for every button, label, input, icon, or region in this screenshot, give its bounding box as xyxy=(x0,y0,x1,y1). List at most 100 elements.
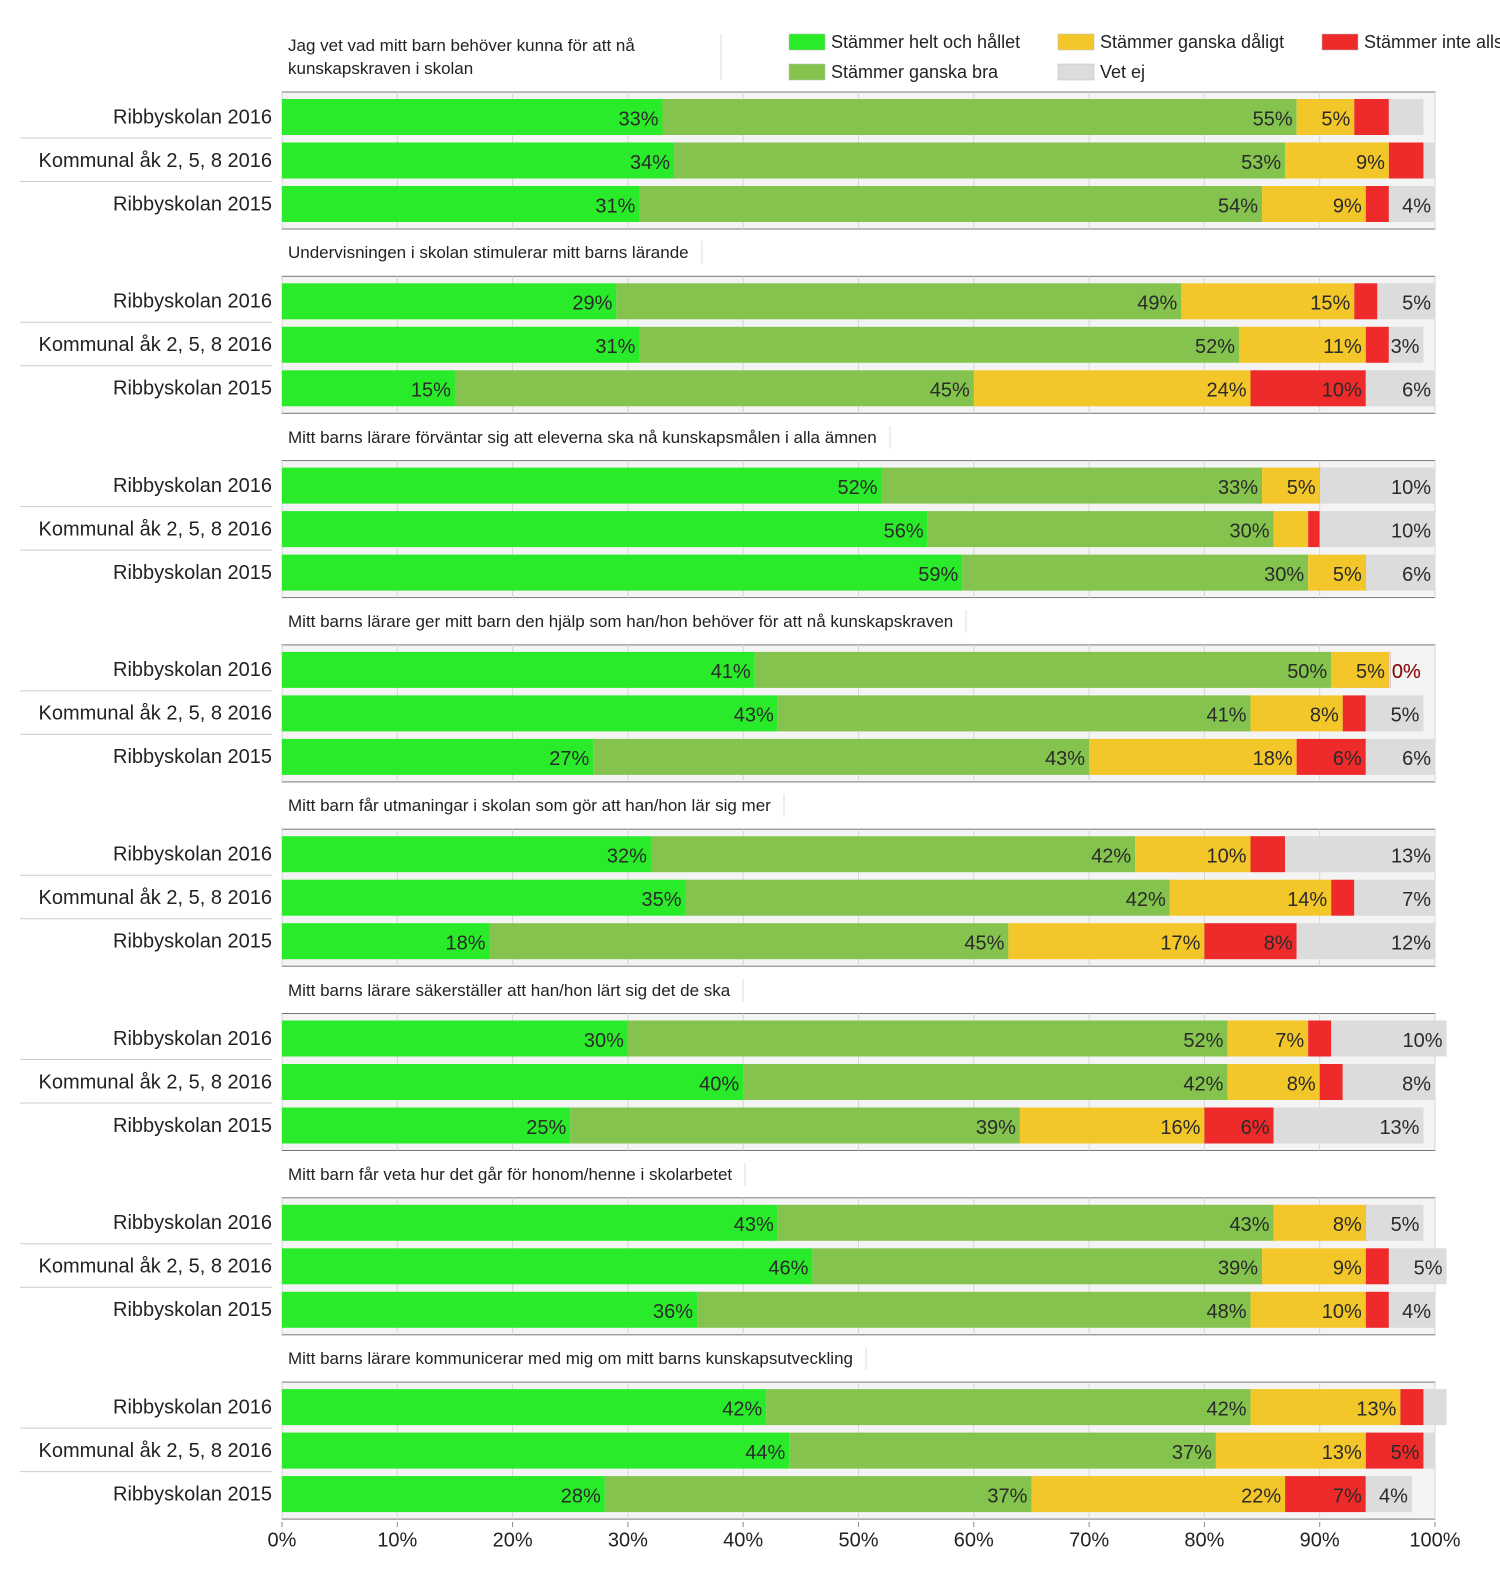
value-label: 10% xyxy=(1322,1301,1362,1323)
bar-segment xyxy=(1250,836,1286,873)
row-label: Kommunal åk 2, 5, 8 2016 xyxy=(39,518,272,540)
value-label: 15% xyxy=(411,380,451,402)
bar-segment xyxy=(282,370,455,407)
bar-segment xyxy=(1365,326,1389,363)
bar-segment xyxy=(1250,370,1366,407)
value-label: 18% xyxy=(446,932,486,954)
bar-segment xyxy=(1031,1476,1286,1513)
bar-segment xyxy=(1365,370,1435,407)
bar-segment xyxy=(1388,99,1424,135)
value-label: 11% xyxy=(1323,336,1362,358)
value-label: 40% xyxy=(699,1073,739,1095)
value-label: 31% xyxy=(595,195,635,217)
value-label: 41% xyxy=(711,661,751,683)
bar-segment xyxy=(282,283,617,320)
value-label: 13% xyxy=(1356,1398,1396,1420)
bar-segment xyxy=(1423,1389,1447,1426)
value-label: 52% xyxy=(838,477,878,499)
bar-segment xyxy=(1377,283,1435,320)
value-label: 10% xyxy=(1391,520,1431,542)
legend-swatch xyxy=(1057,63,1095,81)
bar-segment xyxy=(1365,1248,1389,1285)
legend-swatch xyxy=(788,33,826,51)
value-label: 5% xyxy=(1391,1214,1420,1236)
panel-title: Mitt barn får utmaningar i skolan som gö… xyxy=(288,794,785,818)
bar-segment xyxy=(1296,923,1435,960)
bar-segment xyxy=(282,186,640,222)
bar-segment xyxy=(282,1476,605,1513)
value-label: 24% xyxy=(1206,380,1246,402)
legend-swatch xyxy=(788,63,826,81)
bar-segment xyxy=(282,1291,698,1328)
bar-segment xyxy=(282,879,686,916)
bar-segment xyxy=(639,326,1239,363)
value-label: 13% xyxy=(1379,1117,1419,1139)
x-tick-label: 70% xyxy=(1069,1529,1109,1551)
value-label: 33% xyxy=(1218,477,1258,499)
row-label: Ribbyskolan 2015 xyxy=(113,746,272,768)
value-label: 5% xyxy=(1333,564,1362,586)
bar-segment xyxy=(489,923,1009,960)
bar-segment xyxy=(1250,1389,1401,1426)
row-label: Kommunal åk 2, 5, 8 2016 xyxy=(39,334,272,356)
row-label: Ribbyskolan 2015 xyxy=(113,378,272,400)
row-label: Ribbyskolan 2015 xyxy=(113,562,272,584)
bar-segment xyxy=(1262,1248,1366,1285)
x-tick-label: 40% xyxy=(723,1529,763,1551)
value-label: 22% xyxy=(1241,1485,1281,1507)
bar-segment xyxy=(282,511,928,548)
bar-segment xyxy=(662,99,1297,135)
value-label: 15% xyxy=(1310,293,1350,315)
value-label: 43% xyxy=(1230,1214,1270,1236)
panel-title: Jag vet vad mitt barn behöver kunna för … xyxy=(288,34,722,80)
value-label: 43% xyxy=(734,1214,774,1236)
bar-segment xyxy=(1285,1476,1366,1513)
bar-segment xyxy=(1262,467,1320,504)
bar-segment xyxy=(1296,99,1355,135)
value-label: 36% xyxy=(653,1301,693,1323)
value-label: 0% xyxy=(1392,661,1421,683)
bar-segment xyxy=(1262,186,1366,222)
x-tick-label: 20% xyxy=(493,1529,533,1551)
bar-segment xyxy=(1296,738,1366,775)
bar-segment xyxy=(282,326,640,363)
legend-label: Vet ej xyxy=(1100,62,1145,82)
bar-segment xyxy=(282,99,663,135)
bar-segment xyxy=(1365,186,1389,222)
row-label: Kommunal åk 2, 5, 8 2016 xyxy=(39,1256,272,1278)
bar-segment xyxy=(1423,142,1435,179)
bar-segment xyxy=(1354,879,1435,916)
legend-label: Stämmer ganska bra xyxy=(831,62,999,82)
value-label: 27% xyxy=(549,748,589,770)
bar-segment xyxy=(1285,142,1389,179)
bar-segment xyxy=(1319,1064,1343,1100)
bar-segment xyxy=(282,467,882,504)
row-label: Ribbyskolan 2016 xyxy=(113,659,272,681)
bar-segment xyxy=(1238,326,1366,363)
value-label: 56% xyxy=(884,520,924,542)
x-tick-label: 80% xyxy=(1184,1529,1224,1551)
bar-segment xyxy=(593,738,1090,775)
bar-segment xyxy=(1331,879,1355,916)
value-label: 8% xyxy=(1402,1073,1431,1095)
value-label: 10% xyxy=(1391,477,1431,499)
bar-segment xyxy=(282,1432,790,1469)
bar-segment xyxy=(282,554,963,591)
bar-segment xyxy=(697,1291,1251,1328)
bar-segment xyxy=(1365,1204,1424,1241)
bar-segment xyxy=(1135,836,1251,873)
value-label: 39% xyxy=(976,1117,1016,1139)
bar-segment xyxy=(1250,695,1343,732)
value-label: 10% xyxy=(1322,380,1362,402)
value-label: 52% xyxy=(1183,1030,1223,1052)
row-label: Kommunal åk 2, 5, 8 2016 xyxy=(39,887,272,909)
bar-segment xyxy=(1169,879,1332,916)
bar-segment xyxy=(282,1248,813,1285)
value-label: 13% xyxy=(1322,1442,1362,1464)
bar-segment xyxy=(1388,326,1424,363)
value-label: 0% xyxy=(1392,661,1421,683)
value-label: 42% xyxy=(1126,889,1166,911)
row-label: Ribbyskolan 2015 xyxy=(113,930,272,952)
bar-segment xyxy=(1342,695,1366,732)
value-label: 6% xyxy=(1333,748,1362,770)
